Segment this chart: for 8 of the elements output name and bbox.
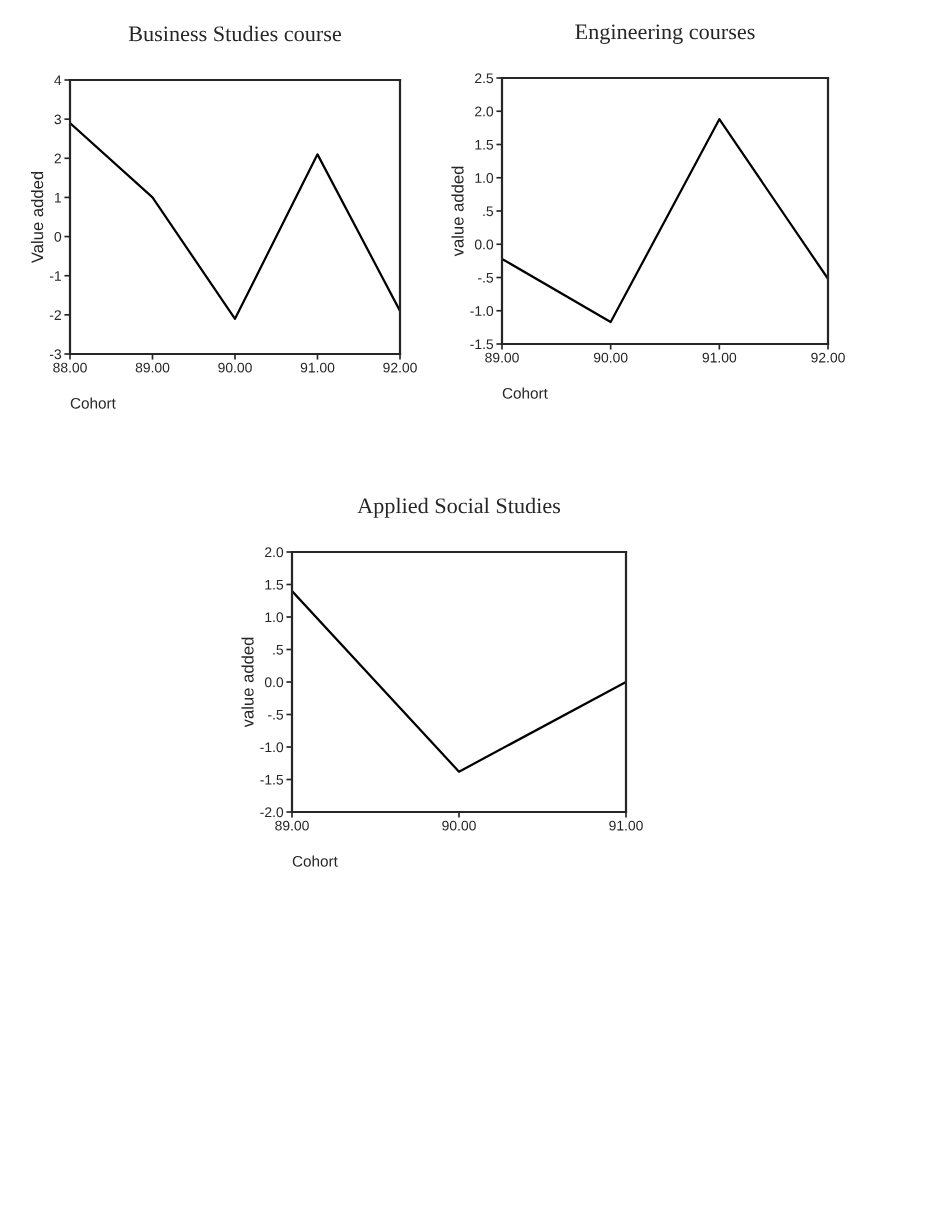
y-axis-title: value added <box>451 166 464 257</box>
line-series <box>502 118 828 324</box>
chart-title: Engineering courses <box>575 24 755 44</box>
chart-title: Applied Social Studies <box>357 497 561 518</box>
chart-title: Business Studies course <box>128 25 342 42</box>
line-series <box>70 121 400 320</box>
y-axis-title: Value added <box>31 171 44 264</box>
y-axis-title: value added <box>241 637 254 728</box>
